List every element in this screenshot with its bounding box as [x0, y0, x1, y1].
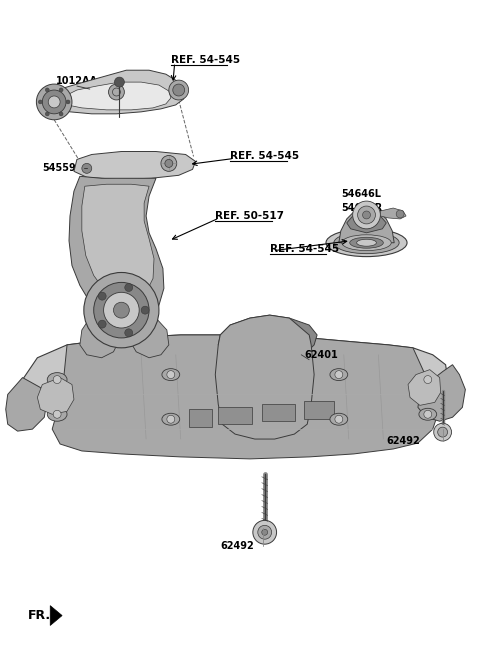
- Polygon shape: [418, 365, 466, 421]
- Circle shape: [66, 100, 70, 104]
- Polygon shape: [216, 315, 314, 439]
- Circle shape: [53, 376, 61, 384]
- Circle shape: [161, 156, 177, 171]
- Text: REF. 54-545: REF. 54-545: [230, 152, 299, 162]
- Text: REF. 50-517: REF. 50-517: [216, 211, 284, 221]
- Text: FR.: FR.: [27, 609, 50, 622]
- Circle shape: [113, 302, 129, 318]
- Circle shape: [253, 520, 276, 544]
- Circle shape: [125, 284, 132, 292]
- Polygon shape: [347, 211, 386, 233]
- Circle shape: [438, 427, 447, 437]
- Polygon shape: [50, 606, 62, 625]
- Polygon shape: [218, 315, 317, 365]
- Circle shape: [36, 84, 72, 120]
- Circle shape: [53, 411, 61, 419]
- Text: 54646L: 54646L: [341, 189, 381, 199]
- Circle shape: [98, 292, 106, 300]
- Circle shape: [396, 210, 404, 218]
- Circle shape: [167, 371, 175, 378]
- Text: 1012AA: 1012AA: [56, 76, 98, 86]
- Ellipse shape: [330, 413, 348, 425]
- Text: 62492: 62492: [220, 541, 254, 551]
- Circle shape: [165, 160, 173, 168]
- Circle shape: [42, 90, 66, 114]
- Polygon shape: [126, 318, 169, 358]
- Polygon shape: [6, 378, 47, 431]
- Text: REF. 54-545: REF. 54-545: [171, 55, 240, 65]
- Circle shape: [94, 283, 149, 338]
- Text: REF. 54-545: REF. 54-545: [270, 244, 339, 254]
- Circle shape: [82, 164, 92, 173]
- Ellipse shape: [350, 237, 384, 248]
- Circle shape: [362, 211, 371, 219]
- Circle shape: [84, 273, 159, 348]
- Ellipse shape: [47, 373, 67, 386]
- Circle shape: [424, 376, 432, 384]
- Circle shape: [258, 526, 272, 539]
- Ellipse shape: [334, 232, 399, 254]
- Circle shape: [59, 112, 63, 116]
- Circle shape: [424, 411, 432, 419]
- Circle shape: [38, 100, 42, 104]
- Ellipse shape: [357, 239, 376, 246]
- Circle shape: [169, 80, 189, 100]
- Polygon shape: [189, 409, 212, 427]
- Polygon shape: [44, 70, 186, 114]
- Polygon shape: [74, 152, 195, 179]
- Text: 54647R: 54647R: [341, 203, 382, 213]
- Polygon shape: [69, 176, 164, 325]
- Circle shape: [335, 415, 343, 423]
- Circle shape: [108, 84, 124, 100]
- Ellipse shape: [330, 369, 348, 380]
- Ellipse shape: [419, 374, 437, 386]
- Circle shape: [104, 292, 139, 328]
- Circle shape: [434, 423, 452, 441]
- Circle shape: [262, 530, 268, 535]
- Ellipse shape: [47, 407, 67, 421]
- Polygon shape: [82, 184, 154, 300]
- Polygon shape: [23, 335, 447, 415]
- Circle shape: [45, 88, 49, 92]
- Circle shape: [141, 306, 149, 314]
- Polygon shape: [218, 407, 252, 424]
- Ellipse shape: [162, 369, 180, 380]
- Circle shape: [353, 201, 380, 229]
- Circle shape: [358, 206, 375, 224]
- Circle shape: [167, 415, 175, 423]
- Polygon shape: [380, 208, 406, 219]
- Text: 54559C: 54559C: [42, 164, 84, 173]
- Ellipse shape: [162, 413, 180, 425]
- Circle shape: [45, 112, 49, 116]
- Polygon shape: [37, 378, 74, 415]
- Polygon shape: [262, 404, 295, 421]
- Circle shape: [59, 88, 63, 92]
- Circle shape: [112, 88, 120, 96]
- Polygon shape: [339, 205, 394, 242]
- Circle shape: [114, 77, 124, 87]
- Circle shape: [98, 320, 106, 328]
- Ellipse shape: [342, 235, 391, 251]
- Polygon shape: [80, 318, 120, 358]
- Polygon shape: [62, 82, 171, 110]
- Text: 62401: 62401: [304, 350, 338, 360]
- Circle shape: [125, 328, 132, 337]
- Polygon shape: [52, 335, 438, 459]
- Circle shape: [48, 96, 60, 108]
- Ellipse shape: [419, 408, 437, 420]
- Polygon shape: [408, 370, 441, 405]
- Circle shape: [173, 84, 185, 96]
- Ellipse shape: [326, 229, 407, 257]
- Text: 62492: 62492: [386, 436, 420, 446]
- Polygon shape: [304, 401, 334, 419]
- Circle shape: [335, 371, 343, 378]
